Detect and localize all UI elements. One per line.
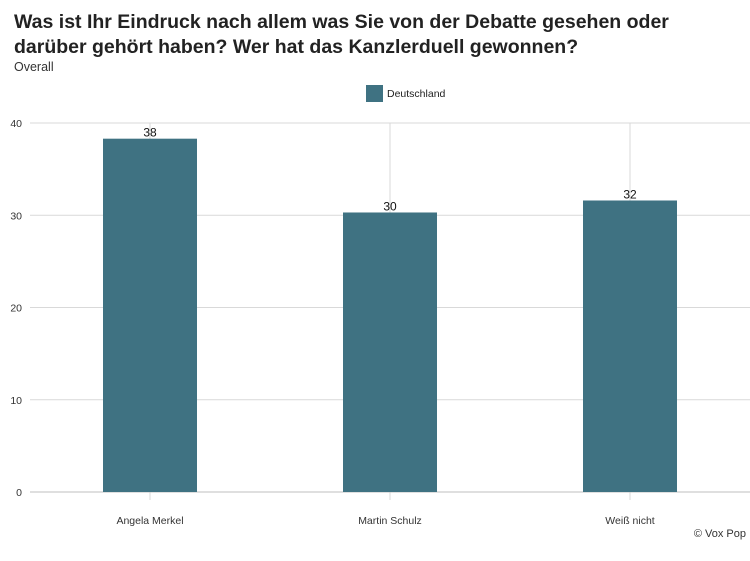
x-tick-label: Weiß nicht [605, 515, 654, 527]
data-label: 30 [383, 199, 397, 213]
x-tick-label: Angela Merkel [116, 515, 183, 527]
legend: Deutschland [366, 85, 445, 102]
y-tick-label: 20 [10, 303, 22, 315]
bar [343, 212, 437, 493]
labels: 0 10 20 30 40 38 Angela Merkel 30 Martin Schulz 3… [10, 118, 654, 527]
legend-swatch [366, 85, 383, 102]
bars [103, 138, 677, 493]
chart-title: Was ist Ihr Eindruck nach allem was Sie … [14, 11, 669, 58]
y-tick-label: 0 [16, 487, 22, 499]
bar [103, 138, 197, 492]
data-label: 38 [143, 126, 157, 140]
data-label: 32 [623, 187, 637, 201]
chart-subtitle: Overall [14, 60, 54, 74]
source-credit: © Vox Pop [693, 528, 746, 540]
y-tick-label: 10 [10, 395, 22, 407]
y-tick-label: 30 [10, 210, 22, 222]
x-tick-label: Martin Schulz [358, 515, 422, 527]
bar [583, 200, 677, 493]
legend-label: Deutschland [387, 87, 446, 100]
y-tick-label: 40 [10, 118, 22, 130]
